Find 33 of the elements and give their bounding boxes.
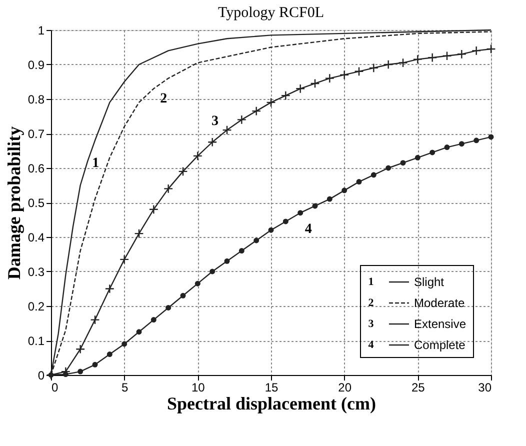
chart-title: Typology RCF0L	[218, 5, 324, 21]
x-axis-title: Spectral displacement (cm)	[167, 394, 376, 414]
y-tick-label: 0.6	[28, 162, 45, 176]
text: 4	[368, 339, 374, 351]
x-tick-label: 30	[478, 380, 492, 394]
x-tick-label: 25	[411, 380, 426, 394]
x-tick-label: 5	[121, 380, 128, 394]
y-tick-label: 0.8	[28, 92, 45, 106]
y-tick-label: 0	[38, 368, 45, 382]
y-tick-label: 0.1	[28, 334, 45, 348]
y-tick-label: 0.7	[28, 127, 45, 141]
y-tick-label: 0.5	[28, 196, 45, 210]
y-tick-label: 0.4	[28, 230, 45, 244]
legend-label: Complete	[414, 338, 466, 352]
legend-label: Extensive	[414, 317, 466, 331]
text: 2	[368, 297, 374, 309]
x-tick-label: 10	[191, 380, 206, 394]
y-tick-label: 0.3	[28, 265, 45, 279]
x-tick-label: 20	[338, 380, 352, 394]
legend-label: Slight	[414, 275, 445, 289]
x-tick-label: 15	[264, 380, 278, 394]
y-tick-label: 1	[38, 24, 45, 38]
text: 1	[368, 276, 374, 288]
annotation: 1	[92, 156, 100, 172]
y-axis-title: Damage probability	[4, 126, 24, 280]
y-tick-label: 0.2	[28, 300, 45, 314]
annotation: 4	[304, 222, 312, 237]
annotation: 2	[160, 92, 168, 107]
x-tick-label: 0	[52, 380, 58, 394]
y-tick-label: 0.9	[28, 58, 45, 72]
legend-label: Moderate	[414, 296, 466, 310]
text: 3	[368, 318, 374, 330]
annotation: 3	[212, 114, 218, 130]
